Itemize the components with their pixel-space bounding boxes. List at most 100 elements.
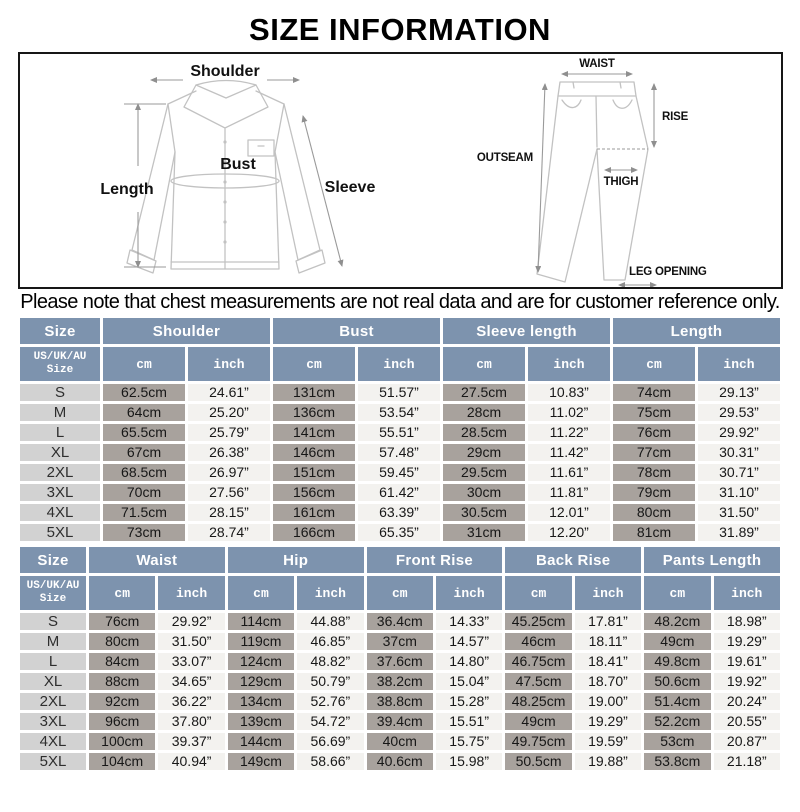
- inch-value-cell: 57.48”: [358, 444, 440, 461]
- inch-value-cell: 11.22”: [528, 424, 610, 441]
- table-row: M 80cm 31.50” 119cm 46.85” 37cm 14.57” 46cm 18.1…: [20, 633, 780, 650]
- table-row: 3XL 96cm 37.80” 139cm 54.72” 39.4cm 15.51” 49cm…: [20, 713, 780, 730]
- size-label: XL: [20, 673, 86, 690]
- cm-value-cell: 131cm: [273, 384, 355, 401]
- inch-value-cell: 15.28”: [435, 693, 503, 710]
- cm-value-cell: 46.75cm: [505, 653, 572, 670]
- cm-value-cell: 40cm: [366, 733, 433, 750]
- unit-column-header: cm: [227, 576, 295, 610]
- inch-value-cell: 15.98”: [435, 753, 503, 770]
- column-group-header: Waist: [89, 547, 225, 573]
- inch-value-cell: 18.70”: [574, 673, 642, 690]
- cm-value-cell: 129cm: [227, 673, 295, 690]
- cm-value-cell: 166cm: [273, 524, 355, 541]
- inch-value-cell: 20.24”: [713, 693, 780, 710]
- table-row: 5XL 104cm 40.94” 149cm 58.66” 40.6cm 15.98” 50.…: [20, 753, 780, 770]
- inch-value-cell: 21.18”: [713, 753, 780, 770]
- shirt-label-sleeve: Sleeve: [324, 179, 375, 196]
- cm-value-cell: 50.5cm: [505, 753, 572, 770]
- cm-value-cell: 88cm: [89, 673, 156, 690]
- size-label: XL: [20, 444, 100, 461]
- table-row: XL 88cm 34.65” 129cm 50.79” 38.2cm 15.04” 47.5c…: [20, 673, 780, 690]
- inch-value-cell: 51.57”: [358, 384, 440, 401]
- cm-value-cell: 156cm: [273, 484, 355, 501]
- inch-value-cell: 31.89”: [698, 524, 780, 541]
- cm-value-cell: 136cm: [273, 404, 355, 421]
- cm-value-cell: 146cm: [273, 444, 355, 461]
- inch-value-cell: 31.50”: [698, 504, 780, 521]
- inch-value-cell: 19.61”: [713, 653, 780, 670]
- unit-column-header: inch: [574, 576, 642, 610]
- shirt-diagram: Shoulder Length Bust Sleeve: [100, 63, 375, 274]
- cm-value-cell: 75cm: [613, 404, 695, 421]
- inch-value-cell: 17.81”: [574, 613, 642, 630]
- inch-value-cell: 40.94”: [158, 753, 225, 770]
- unit-column-header: cm: [366, 576, 433, 610]
- page-title: SIZE INFORMATION: [249, 12, 551, 47]
- cm-value-cell: 96cm: [89, 713, 156, 730]
- cm-value-cell: 38.8cm: [366, 693, 433, 710]
- inch-value-cell: 58.66”: [297, 753, 364, 770]
- shirt-label-shoulder: Shoulder: [190, 63, 259, 80]
- inch-value-cell: 19.59”: [574, 733, 642, 750]
- shirt-label-bust: Bust: [220, 156, 256, 173]
- cm-value-cell: 67cm: [103, 444, 185, 461]
- table-row: 3XL 70cm 27.56” 156cm 61.42” 30cm 11.81” 79cm 31…: [20, 484, 780, 501]
- inch-value-cell: 15.04”: [435, 673, 503, 690]
- cm-value-cell: 149cm: [227, 753, 295, 770]
- column-group-header: Shoulder: [103, 318, 270, 344]
- pants-label-leg-opening: LEG OPENING: [629, 266, 707, 278]
- inch-value-cell: 48.82”: [297, 653, 364, 670]
- inch-value-cell: 28.15”: [188, 504, 270, 521]
- size-column-header: US/UK/AU Size: [20, 347, 100, 381]
- size-label: M: [20, 633, 86, 650]
- cm-value-cell: 84cm: [89, 653, 156, 670]
- measurement-note: Please note that chest measurements are …: [20, 291, 780, 313]
- cm-value-cell: 64cm: [103, 404, 185, 421]
- cm-value-cell: 30.5cm: [443, 504, 525, 521]
- table-row: 4XL 71.5cm 28.15” 161cm 63.39” 30.5cm 12.01” 80…: [20, 504, 780, 521]
- pants-measure-arrows: [534, 71, 657, 287]
- cm-value-cell: 27.5cm: [443, 384, 525, 401]
- unit-column-header: cm: [273, 347, 355, 381]
- unit-column-header: cm: [103, 347, 185, 381]
- cm-value-cell: 119cm: [227, 633, 295, 650]
- column-group-header: Front Rise: [366, 547, 503, 573]
- cm-value-cell: 37cm: [366, 633, 433, 650]
- measurement-diagram-box: Shoulder Length Bust Sleeve: [17, 52, 783, 289]
- inch-value-cell: 30.31”: [698, 444, 780, 461]
- cm-value-cell: 48.2cm: [644, 613, 711, 630]
- inch-value-cell: 56.69”: [297, 733, 364, 750]
- inch-value-cell: 33.07”: [158, 653, 225, 670]
- inch-value-cell: 19.00”: [574, 693, 642, 710]
- inch-value-cell: 31.10”: [698, 484, 780, 501]
- table-row: 5XL 73cm 28.74” 166cm 65.35” 31cm 12.20” 81cm 31…: [20, 524, 780, 541]
- cm-value-cell: 49.75cm: [505, 733, 572, 750]
- inch-value-cell: 18.11”: [574, 633, 642, 650]
- inch-value-cell: 53.54”: [358, 404, 440, 421]
- size-label: S: [20, 384, 100, 401]
- table-row: 2XL 68.5cm 26.97” 151cm 59.45” 29.5cm 11.61” 78…: [20, 464, 780, 481]
- shirt-table-body: S 62.5cm 24.61” 131cm 51.57” 27.5cm 10.83” 74cm…: [20, 384, 780, 541]
- size-label: 2XL: [20, 464, 100, 481]
- column-group-header: Pants Length: [644, 547, 780, 573]
- unit-column-header: inch: [528, 347, 610, 381]
- cm-value-cell: 49cm: [644, 633, 711, 650]
- pants-table-body: S 76cm 29.92” 114cm 44.88” 36.4cm 14.33” 45.25c…: [20, 613, 780, 770]
- inch-value-cell: 52.76”: [297, 693, 364, 710]
- column-group-header: Length: [613, 318, 780, 344]
- cm-value-cell: 52.2cm: [644, 713, 711, 730]
- cm-value-cell: 49cm: [505, 713, 572, 730]
- cm-value-cell: 30cm: [443, 484, 525, 501]
- shirt-outline: [125, 79, 326, 274]
- inch-value-cell: 24.61”: [188, 384, 270, 401]
- column-group-header: Sleeve length: [443, 318, 610, 344]
- cm-value-cell: 47.5cm: [505, 673, 572, 690]
- shirt-label-length: Length: [100, 181, 153, 198]
- inch-value-cell: 19.88”: [574, 753, 642, 770]
- table-row: L 65.5cm 25.79” 141cm 55.51” 28.5cm 11.22” 76cm…: [20, 424, 780, 441]
- inch-value-cell: 27.56”: [188, 484, 270, 501]
- size-label: 4XL: [20, 504, 100, 521]
- inch-value-cell: 14.57”: [435, 633, 503, 650]
- inch-value-cell: 15.51”: [435, 713, 503, 730]
